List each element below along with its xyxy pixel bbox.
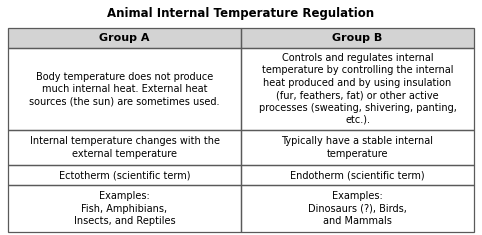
Text: Typically have a stable internal
temperature: Typically have a stable internal tempera… <box>281 136 433 159</box>
Bar <box>8 185 241 232</box>
Text: Internal temperature changes with the
external temperature: Internal temperature changes with the ex… <box>29 136 219 159</box>
Bar <box>241 48 474 130</box>
Bar <box>8 130 241 165</box>
Bar <box>8 165 241 185</box>
Bar <box>8 28 241 48</box>
Bar <box>241 185 474 232</box>
Text: Group B: Group B <box>333 33 383 43</box>
Text: Controls and regulates internal
temperature by controlling the internal
heat pro: Controls and regulates internal temperat… <box>258 53 456 125</box>
Bar <box>241 130 474 165</box>
Bar <box>8 48 241 130</box>
Text: Endotherm (scientific term): Endotherm (scientific term) <box>290 170 425 180</box>
Text: Animal Internal Temperature Regulation: Animal Internal Temperature Regulation <box>107 8 375 20</box>
Bar <box>8 28 241 48</box>
Bar <box>241 165 474 185</box>
Text: Examples:
Dinosaurs (?), Birds,
and Mammals: Examples: Dinosaurs (?), Birds, and Mamm… <box>308 191 407 226</box>
Text: Ectotherm (scientific term): Ectotherm (scientific term) <box>59 170 190 180</box>
Bar <box>241 28 474 48</box>
Text: Examples:
Fish, Amphibians,
Insects, and Reptiles: Examples: Fish, Amphibians, Insects, and… <box>74 191 175 226</box>
Bar <box>241 28 474 48</box>
Text: Group A: Group A <box>99 33 150 43</box>
Text: Body temperature does not produce
much internal heat. External heat
sources (the: Body temperature does not produce much i… <box>29 72 220 106</box>
